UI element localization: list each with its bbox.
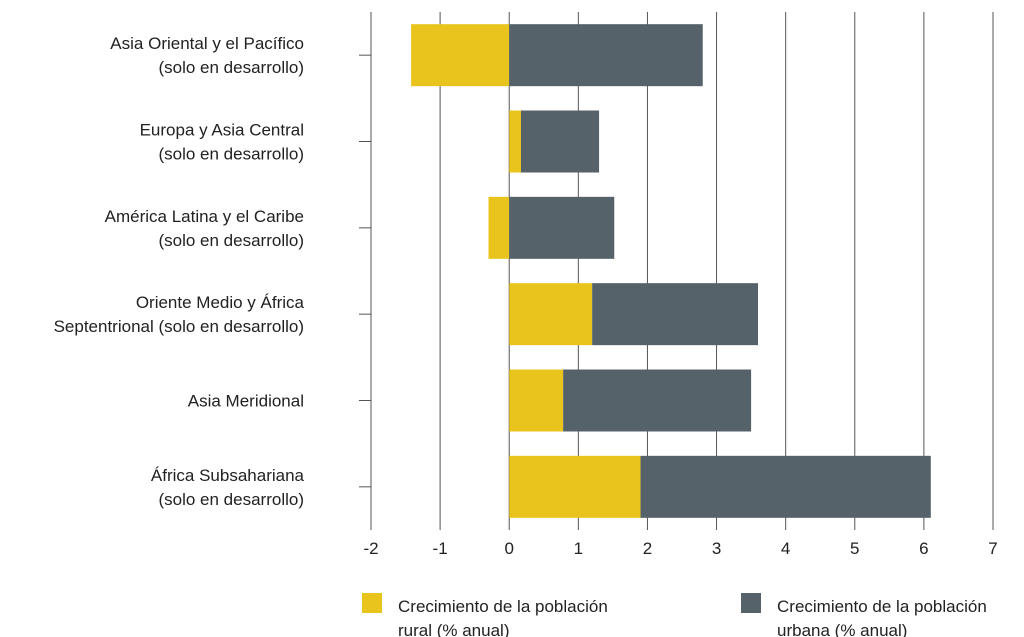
y-tick-label: Asia Meridional bbox=[188, 392, 304, 411]
bar bbox=[509, 24, 703, 87]
legend-swatch bbox=[362, 593, 382, 613]
y-tick-label: Oriente Medio y África Septentrional (sol… bbox=[54, 293, 305, 336]
x-tick-label: -2 bbox=[363, 539, 378, 558]
bar bbox=[509, 283, 593, 346]
x-tick-label: 1 bbox=[574, 539, 583, 558]
y-tick-label: Europa y Asia Central (solo en desarrollo… bbox=[140, 121, 304, 164]
x-tick-label: 0 bbox=[504, 539, 513, 558]
x-tick-label: -1 bbox=[433, 539, 448, 558]
bar bbox=[509, 196, 615, 259]
legend-swatch bbox=[741, 593, 761, 613]
x-tick-label: 4 bbox=[781, 539, 790, 558]
y-tick-label: América Latina y el Caribe (solo en desar… bbox=[105, 207, 304, 250]
bar bbox=[640, 455, 931, 518]
bar bbox=[592, 283, 759, 346]
legend-label: Crecimiento de la población urbana (% anu… bbox=[777, 597, 987, 637]
y-tick-label: África Subsahariana (solo en desarrollo) bbox=[151, 466, 305, 509]
x-tick-label: 2 bbox=[643, 539, 652, 558]
bar bbox=[509, 455, 641, 518]
x-tick-label: 5 bbox=[850, 539, 859, 558]
bar bbox=[563, 369, 752, 432]
bar bbox=[509, 110, 521, 173]
bar bbox=[411, 24, 510, 87]
bar bbox=[520, 110, 600, 173]
bar bbox=[509, 369, 564, 432]
y-tick-label: Asia Oriental y el Pacífico (solo en desa… bbox=[110, 34, 304, 77]
x-tick-label: 3 bbox=[712, 539, 721, 558]
x-tick-label: 6 bbox=[919, 539, 928, 558]
bar bbox=[488, 196, 510, 259]
x-tick-label: 7 bbox=[988, 539, 997, 558]
legend-label: Crecimiento de la población rural (% anua… bbox=[398, 597, 608, 637]
